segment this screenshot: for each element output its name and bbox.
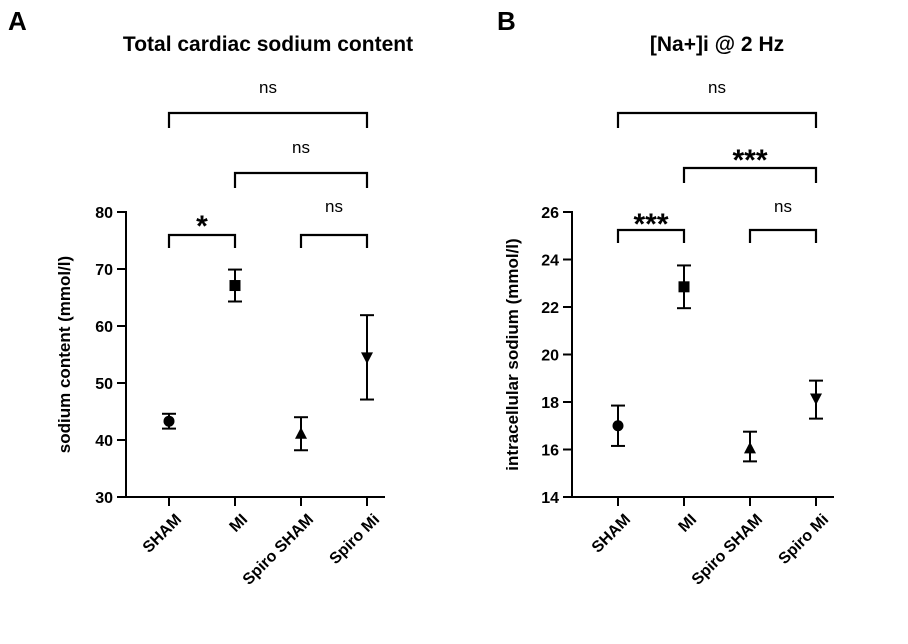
- marker-circle: [163, 415, 175, 427]
- significance-label: *: [196, 210, 208, 243]
- panel-letter: A: [8, 6, 27, 36]
- y-tick-label: 22: [541, 300, 559, 317]
- significance-label: ns: [259, 78, 277, 97]
- marker-square: [229, 280, 241, 292]
- chart-panel-b: B [Na+]i @ 2 Hz 14 16 18 20 22 24 26 intracellula…: [497, 6, 834, 589]
- y-tick-label: 60: [95, 319, 113, 336]
- data-point-mi: [677, 264, 691, 310]
- significance-bracket: ***: [616, 208, 686, 243]
- significance-bracket: ns: [299, 197, 369, 248]
- panel-letter: B: [497, 6, 516, 36]
- data-point-mi: [228, 268, 242, 303]
- marker-square: [678, 281, 690, 293]
- y-tick-label: 40: [95, 433, 113, 450]
- y-tick-label: 80: [95, 205, 113, 222]
- data-point-spiro-sham: [294, 416, 308, 452]
- y-tick-label: 50: [95, 376, 113, 393]
- x-tick-label: SHAM: [140, 511, 185, 556]
- bracket-line: [299, 233, 369, 248]
- y-tick-label: 26: [541, 205, 559, 222]
- significance-bracket: ns: [616, 78, 818, 128]
- significance-label: ***: [633, 208, 668, 241]
- significance-bracket: ns: [167, 78, 369, 128]
- significance-label: ns: [292, 138, 310, 157]
- significance-label: ns: [325, 197, 343, 216]
- data-point-sham: [611, 404, 625, 447]
- x-tick-label: Spiro Mi: [776, 511, 833, 568]
- significance-bracket: *: [167, 210, 237, 248]
- significance-label: ***: [732, 144, 767, 177]
- marker-triangle-down: [361, 352, 373, 364]
- y-tick-label: 70: [95, 262, 113, 279]
- bracket-line: [682, 166, 818, 183]
- marker-triangle-up: [744, 441, 756, 454]
- bracket-line: [616, 111, 818, 128]
- x-tick-label: MI: [227, 511, 252, 536]
- x-tick-label: Spiro Mi: [327, 511, 384, 568]
- x-tick-label: SHAM: [589, 511, 634, 556]
- bracket-line: [167, 111, 369, 128]
- bracket-line: [748, 228, 818, 243]
- y-tick-label: 16: [541, 443, 559, 460]
- bracket-line: [233, 171, 369, 188]
- y-tick-label: 18: [541, 395, 559, 412]
- bracket-line: [167, 233, 237, 248]
- x-tick-label: Spiro SHAM: [689, 511, 766, 588]
- marker-triangle-down: [810, 393, 822, 405]
- x-tick-label: Spiro SHAM: [240, 511, 317, 588]
- y-tick-label: 14: [541, 490, 559, 507]
- marker-triangle-up: [295, 427, 307, 439]
- data-point-sham: [162, 412, 176, 430]
- y-axis-label: intracellular sodium (mmol/l): [503, 238, 522, 470]
- marker-circle: [612, 420, 624, 432]
- y-tick-label: 24: [541, 253, 559, 270]
- data-point-spiro-sham: [743, 430, 757, 463]
- significance-bracket: ***: [682, 144, 818, 183]
- y-tick-label: 20: [541, 348, 559, 365]
- significance-label: ns: [708, 78, 726, 97]
- x-tick-label: MI: [676, 511, 701, 536]
- y-tick-label: 30: [95, 490, 113, 507]
- data-point-spiro-mi: [809, 379, 823, 420]
- chart-title: [Na+]i @ 2 Hz: [650, 33, 784, 56]
- chart-panel-a: A Total cardiac sodium content 30 40 50 60 70 8…: [8, 6, 413, 589]
- significance-bracket: ns: [748, 197, 818, 243]
- chart-title: Total cardiac sodium content: [123, 33, 413, 56]
- data-point-spiro-mi: [360, 314, 374, 401]
- significance-label: ns: [774, 197, 792, 216]
- bracket-line: [616, 228, 686, 243]
- significance-bracket: ns: [233, 138, 369, 188]
- y-axis-label: sodium content (mmol/l): [55, 256, 74, 453]
